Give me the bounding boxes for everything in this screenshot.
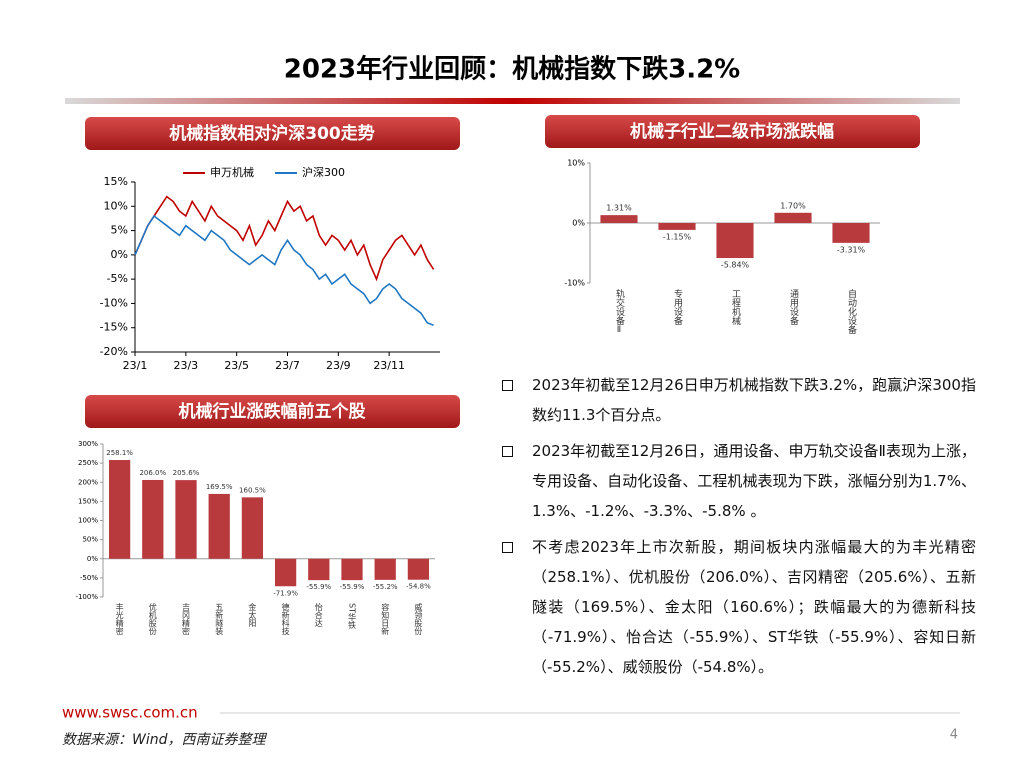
bar [274, 558, 297, 587]
bar [832, 223, 870, 243]
y-tick-label: 250% [78, 459, 98, 467]
bullet-list: 2023年初截至12月26日申万机械指数下跌3.2%，跑赢沪深300指数约11.… [500, 370, 976, 688]
y-tick-label: 10% [567, 159, 585, 168]
bar [658, 223, 696, 230]
panel-header [545, 115, 920, 148]
bullet: 2023年初截至12月26日，通用设备、申万轨交设备Ⅱ表现为上涨，专用设备、自动… [500, 436, 976, 526]
panel-header [85, 395, 460, 428]
bar [142, 479, 164, 559]
x-tick-label: 吉冈精密 [182, 603, 191, 636]
x-tick-label: 怡合达 [314, 602, 323, 628]
bar [716, 223, 754, 259]
panel-title: 机械子行业二级市场涨跌幅 [630, 121, 834, 142]
bar [600, 215, 638, 223]
y-tick-label: 0% [111, 248, 128, 261]
bullet: 2023年初截至12月26日申万机械指数下跌3.2%，跑赢沪深300指数约11.… [500, 370, 976, 430]
y-tick-label: 15% [104, 175, 128, 188]
x-tick-label: 23/9 [326, 359, 351, 372]
x-tick-label: 23/3 [173, 359, 198, 372]
bar [341, 558, 363, 581]
slide-title: 2023年行业回顾：机械指数下跌3.2% [284, 54, 740, 85]
x-tick-label: 专用设备 [672, 288, 683, 325]
x-tick-label: 优机股份 [148, 602, 157, 636]
x-tick-label: 工程机械 [730, 289, 741, 326]
legend-label: 沪深300 [302, 165, 345, 179]
value-label: -54.8% [406, 583, 431, 591]
x-tick-label: 23/1 [123, 359, 148, 372]
y-tick-label: -10% [564, 279, 585, 288]
value-label: 160.5% [239, 486, 266, 494]
value-label: 169.5% [206, 483, 233, 491]
bar [175, 480, 197, 559]
y-tick-label: 100% [78, 517, 98, 525]
title-rule [65, 98, 960, 104]
panel-title: 机械指数相对沪深300走势 [169, 123, 375, 144]
x-tick-label: 五新隧装 [215, 603, 224, 636]
value-label: -71.9% [273, 589, 298, 597]
bar [108, 460, 131, 559]
value-label: 258.1% [106, 449, 133, 457]
panel-header [85, 117, 460, 150]
value-label: -55.9% [340, 583, 365, 591]
bar [241, 497, 264, 559]
y-tick-label: 0% [87, 555, 98, 563]
y-tick-label: -20% [100, 345, 128, 358]
x-tick-label: 自动化设备 [846, 288, 857, 334]
value-label: 1.70% [780, 201, 806, 210]
y-tick-label: 200% [78, 478, 98, 486]
bar [774, 212, 812, 223]
x-tick-label: ST华铁 [348, 603, 357, 630]
y-tick-label: -10% [100, 296, 128, 309]
x-tick-label: 23/11 [373, 359, 405, 372]
bar [407, 558, 430, 580]
value-label: -55.2% [373, 583, 398, 591]
value-label: -55.9% [306, 583, 331, 591]
x-tick-label: 轨交设备Ⅱ [614, 288, 625, 335]
y-tick-label: 50% [82, 536, 98, 544]
x-tick-label: 23/7 [275, 359, 300, 372]
y-tick-label: -5% [107, 272, 128, 285]
y-tick-label: -15% [100, 321, 128, 334]
panel-title: 机械行业涨跌幅前五个股 [179, 401, 366, 422]
legend-label: 申万机械 [210, 165, 254, 179]
value-label: -1.15% [663, 232, 692, 241]
value-label: 206.0% [139, 469, 166, 477]
bullet: 不考虑2023年上市次新股，期间板块内涨幅最大的为丰光精密（258.1%）、优机… [500, 532, 976, 682]
x-tick-label: 通用设备 [788, 289, 799, 325]
value-label: -3.31% [837, 245, 866, 254]
series-line [134, 214, 434, 327]
bar [374, 558, 396, 580]
bar [308, 558, 330, 581]
source: 数据来源：Wind，西南证券整理 [62, 732, 267, 748]
bar [208, 493, 230, 559]
y-tick-label: 5% [111, 224, 128, 237]
x-tick-label: 金太阳 [248, 602, 257, 628]
x-tick-label: 威领股份 [414, 602, 423, 636]
y-tick-label: -50% [80, 574, 98, 582]
page-number: 4 [950, 728, 958, 743]
x-tick-label: 丰光精密 [115, 602, 124, 636]
website: www.swsc.com.cn [62, 704, 198, 722]
y-tick-label: 300% [78, 440, 98, 448]
value-label: 205.6% [173, 469, 200, 477]
y-tick-label: 10% [104, 199, 128, 212]
x-tick-label: 容知日新 [381, 602, 390, 636]
value-label: 1.31% [606, 204, 632, 213]
x-tick-label: 德新科技 [281, 602, 290, 636]
y-tick-label: -100% [75, 593, 98, 601]
y-tick-label: 150% [78, 497, 98, 505]
x-tick-label: 23/5 [224, 359, 249, 372]
series-line [134, 195, 435, 282]
y-tick-label: 0% [572, 219, 585, 228]
value-label: -5.84% [721, 261, 750, 270]
